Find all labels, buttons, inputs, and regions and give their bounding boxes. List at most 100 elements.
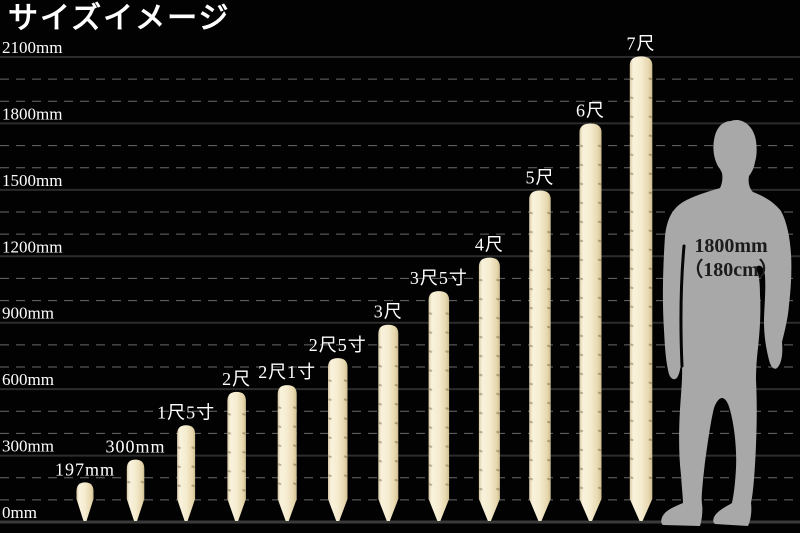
stake-notch — [428, 350, 433, 354]
stake-notch — [177, 484, 181, 488]
stake-notch — [242, 412, 246, 416]
stake-bar — [579, 123, 602, 521]
stake-bar — [378, 324, 399, 521]
stake-notch — [579, 277, 584, 281]
stake-notch — [648, 438, 653, 442]
stake-notch — [328, 379, 332, 383]
stake-notch — [629, 400, 634, 404]
stake-notch — [445, 464, 449, 468]
stake-bar — [227, 391, 246, 521]
stake-notch — [277, 463, 282, 467]
stake-notch — [328, 436, 332, 440]
stake-notch — [597, 144, 602, 148]
stake-notch — [126, 480, 131, 484]
stake-notch — [529, 382, 534, 386]
stake-notch — [629, 191, 634, 195]
stake-notch — [328, 455, 332, 459]
stake-notch — [242, 431, 246, 435]
y-axis-label: 2100mm — [2, 38, 62, 57]
stake-notch — [629, 286, 634, 290]
stake-notch — [648, 77, 653, 81]
stake-notch — [529, 477, 534, 481]
y-axis-label: 300mm — [2, 437, 54, 456]
stake-notch — [648, 381, 653, 385]
stake-notch — [648, 191, 653, 195]
stake-notch — [579, 486, 584, 490]
stake-notch — [343, 474, 348, 478]
stake-notch — [479, 392, 483, 396]
stake-notch — [648, 400, 653, 404]
stake-notch — [277, 444, 282, 448]
stake-notch — [529, 420, 534, 424]
stake-notch — [629, 229, 634, 233]
stake-bar — [428, 291, 450, 521]
stake-notch — [529, 306, 534, 310]
stake-notch — [292, 425, 297, 429]
stake-notch — [546, 439, 551, 443]
stake-notch — [579, 144, 584, 148]
stake-notch — [648, 172, 653, 176]
stake-notch — [277, 406, 282, 410]
stake-notch — [378, 383, 383, 387]
stake-notch — [579, 391, 584, 395]
person-height-label-cm: （180cm） — [683, 258, 779, 281]
stake-bar — [529, 190, 551, 522]
stake-notch — [579, 258, 584, 262]
stake-notch — [479, 430, 483, 434]
stake-notch — [597, 429, 602, 433]
stake-notch — [579, 201, 584, 205]
stake-notch — [394, 478, 399, 482]
stake-notch — [648, 419, 653, 423]
stake-notch — [227, 431, 232, 435]
stake-notch — [445, 331, 449, 335]
stake-notch — [428, 426, 433, 430]
stake-notch — [496, 316, 500, 320]
stake-notch — [579, 220, 584, 224]
stake-notch — [648, 96, 653, 100]
stake-notch — [546, 363, 551, 367]
stake-notch — [191, 446, 195, 450]
stake-notch — [378, 478, 383, 482]
stake-notch — [579, 467, 584, 471]
stake-notch — [496, 297, 500, 301]
stake-notch — [445, 350, 449, 354]
y-axis-label: 900mm — [2, 304, 54, 323]
stake-notch — [428, 483, 433, 487]
stake-notch — [496, 411, 500, 415]
bar-value-label: 4尺 — [475, 235, 504, 255]
stake-notch — [529, 211, 534, 215]
stake-notch — [428, 445, 433, 449]
stake-notch — [227, 488, 232, 492]
stake-notch — [394, 383, 399, 387]
stake-notch — [428, 312, 433, 316]
stake-notch — [496, 468, 500, 472]
stake-notch — [597, 201, 602, 205]
stake-notch — [445, 483, 449, 487]
stake-bar — [277, 385, 297, 521]
stake-notch — [579, 353, 584, 357]
stake-notch — [529, 344, 534, 348]
stake-bar — [126, 459, 145, 521]
stake-notch — [496, 449, 500, 453]
stake-notch — [445, 445, 449, 449]
stake-notch — [191, 465, 195, 469]
bar-value-label: 2尺5寸 — [309, 335, 367, 355]
stake-notch — [629, 77, 634, 81]
stake-notch — [479, 487, 483, 491]
bar-value-label: 3尺 — [374, 302, 403, 322]
stake-notch — [479, 354, 483, 358]
bar-value-label: 197mm — [55, 459, 115, 479]
stake-notch — [445, 426, 449, 430]
stake-notch — [579, 372, 584, 376]
person-silhouette: 1800mm （180cm） — [661, 120, 792, 526]
stake-notch — [343, 417, 348, 421]
stake-notch — [648, 457, 653, 461]
bar-value-label: 1尺5寸 — [157, 402, 215, 422]
stake-notch — [629, 324, 634, 328]
stake-notch — [529, 249, 534, 253]
stake-notch — [428, 369, 433, 373]
stake-notch — [328, 398, 332, 402]
y-axis-labels: 0mm 300mm 600mm 900mm 1200mm 1500mm 1800mm 2100… — [2, 38, 62, 522]
stake-notch — [546, 211, 551, 215]
stake-notch — [191, 484, 195, 488]
